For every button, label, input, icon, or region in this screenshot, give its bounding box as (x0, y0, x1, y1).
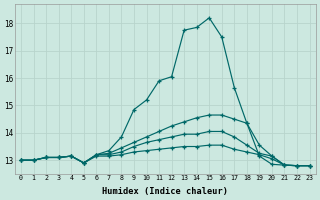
X-axis label: Humidex (Indice chaleur): Humidex (Indice chaleur) (102, 187, 228, 196)
